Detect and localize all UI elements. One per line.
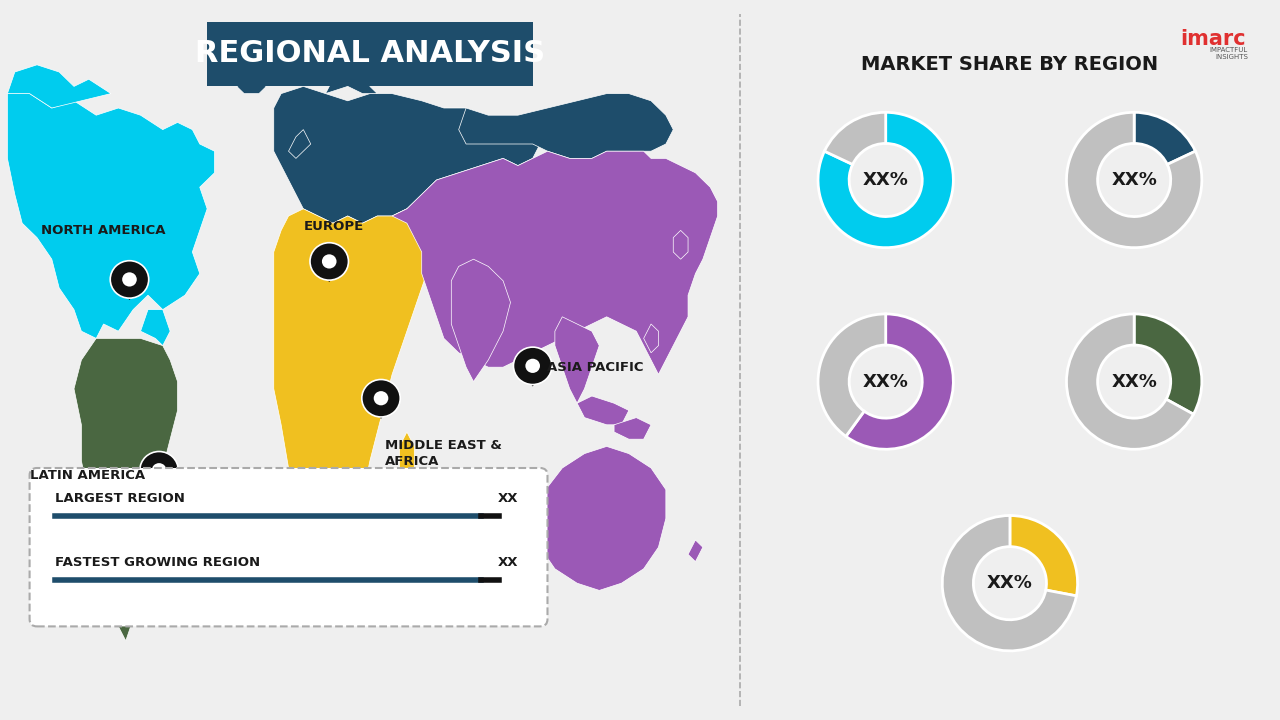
Text: XX%: XX% — [1111, 171, 1157, 189]
Text: XX%: XX% — [987, 575, 1033, 592]
Text: XX%: XX% — [863, 373, 909, 390]
Circle shape — [362, 379, 401, 417]
Circle shape — [321, 254, 337, 269]
Wedge shape — [818, 314, 886, 436]
Polygon shape — [237, 79, 266, 94]
Polygon shape — [74, 338, 178, 641]
Text: MIDDLE EAST &
AFRICA: MIDDLE EAST & AFRICA — [385, 439, 502, 468]
Circle shape — [140, 451, 178, 489]
Wedge shape — [818, 112, 954, 248]
Wedge shape — [824, 112, 886, 164]
Polygon shape — [554, 317, 599, 403]
Circle shape — [310, 243, 348, 280]
FancyBboxPatch shape — [207, 22, 532, 86]
Polygon shape — [119, 287, 140, 300]
Wedge shape — [1066, 112, 1202, 248]
Polygon shape — [614, 418, 652, 439]
Polygon shape — [458, 94, 673, 158]
Wedge shape — [1134, 112, 1196, 164]
Polygon shape — [8, 94, 215, 338]
Polygon shape — [392, 151, 718, 374]
Circle shape — [122, 272, 137, 287]
Polygon shape — [274, 86, 540, 223]
Text: IMPACTFUL
INSIGHTS: IMPACTFUL INSIGHTS — [1210, 47, 1248, 60]
Polygon shape — [8, 65, 111, 108]
Polygon shape — [288, 130, 311, 158]
Polygon shape — [399, 432, 415, 482]
Polygon shape — [644, 324, 658, 353]
Polygon shape — [522, 373, 543, 387]
Polygon shape — [577, 396, 628, 425]
Wedge shape — [942, 516, 1076, 651]
Circle shape — [374, 391, 388, 405]
Text: MARKET SHARE BY REGION: MARKET SHARE BY REGION — [861, 55, 1158, 74]
Text: XX: XX — [498, 556, 518, 569]
Polygon shape — [370, 406, 392, 419]
Circle shape — [525, 359, 540, 373]
Polygon shape — [141, 310, 170, 346]
Polygon shape — [148, 478, 170, 491]
Text: FASTEST GROWING REGION: FASTEST GROWING REGION — [55, 556, 261, 569]
Polygon shape — [319, 269, 339, 282]
Polygon shape — [274, 209, 436, 612]
Circle shape — [513, 347, 552, 384]
FancyBboxPatch shape — [29, 468, 548, 626]
Polygon shape — [325, 58, 378, 94]
Text: REGIONAL ANALYSIS: REGIONAL ANALYSIS — [195, 40, 545, 68]
Circle shape — [152, 463, 166, 477]
Wedge shape — [1066, 314, 1193, 449]
Text: XX%: XX% — [1111, 373, 1157, 390]
Text: XX: XX — [498, 492, 518, 505]
Polygon shape — [452, 259, 511, 382]
Wedge shape — [1010, 516, 1078, 596]
Text: XX%: XX% — [863, 171, 909, 189]
Text: ASIA PACIFIC: ASIA PACIFIC — [548, 361, 644, 374]
Text: imarc: imarc — [1180, 29, 1245, 49]
Polygon shape — [689, 540, 703, 562]
Polygon shape — [532, 446, 666, 590]
Text: LATIN AMERICA: LATIN AMERICA — [29, 469, 145, 482]
Polygon shape — [673, 230, 689, 259]
Text: EUROPE: EUROPE — [303, 220, 364, 233]
Text: NORTH AMERICA: NORTH AMERICA — [41, 224, 165, 237]
Wedge shape — [846, 314, 954, 449]
Text: LARGEST REGION: LARGEST REGION — [55, 492, 186, 505]
Wedge shape — [1134, 314, 1202, 414]
Circle shape — [110, 261, 148, 298]
